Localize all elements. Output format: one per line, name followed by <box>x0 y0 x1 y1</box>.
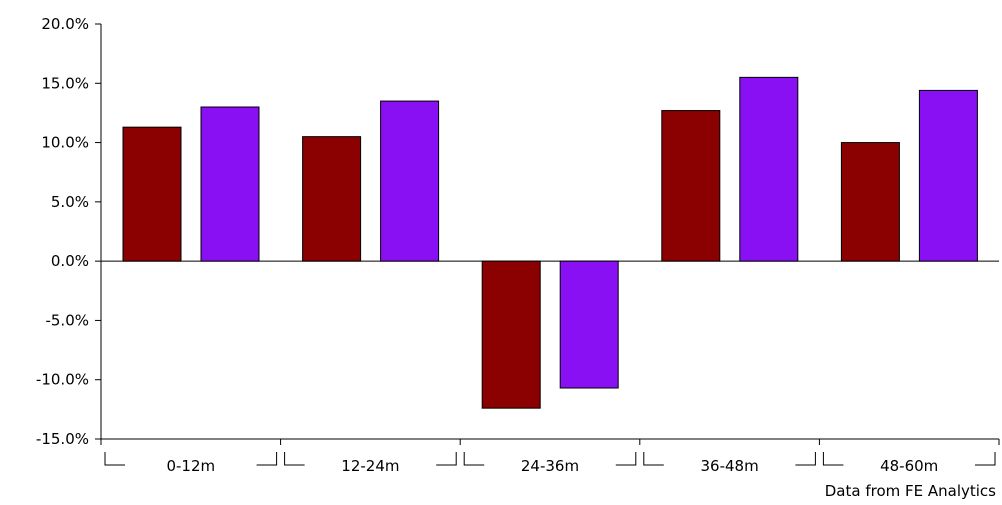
category-bracket-right <box>615 452 637 466</box>
category-bracket-left <box>284 452 305 466</box>
y-tick-label: 5.0% <box>51 193 89 211</box>
x-category-label: 12-24m <box>341 457 399 475</box>
bar <box>380 100 440 262</box>
category-bracket-left <box>643 452 664 466</box>
category-bracket-right <box>436 452 457 466</box>
x-category-label: 48-60m <box>880 457 938 475</box>
y-tick-label: -5.0% <box>45 311 89 329</box>
bar <box>200 106 260 262</box>
category-bracket-left <box>463 452 485 466</box>
y-tick-label: -15.0% <box>36 430 89 448</box>
bar <box>918 89 978 262</box>
category-bracket-left <box>104 452 125 466</box>
category-bracket-right <box>795 452 816 466</box>
bars <box>122 76 978 409</box>
source-note: Data from FE Analytics <box>824 482 996 500</box>
y-tick-label: 10.0% <box>41 134 89 152</box>
labels: 20.0% 15.0% 10.0% 5.0% 0.0% -5.0% -10.0% -15.0%… <box>36 15 938 475</box>
x-category-label: 24-36m <box>521 457 579 475</box>
bar <box>122 126 182 262</box>
y-tick-label: 20.0% <box>41 15 89 33</box>
x-category-label: 36-48m <box>700 457 758 475</box>
x-category-label: 0-12m <box>166 457 215 475</box>
bar <box>481 260 541 409</box>
bar <box>302 136 362 262</box>
y-tick-label: 0.0% <box>51 252 89 270</box>
bar <box>559 260 619 389</box>
category-bracket-left <box>822 452 844 466</box>
y-tick-label: -10.0% <box>36 371 89 389</box>
category-bracket-right <box>975 452 996 466</box>
bar <box>661 110 721 262</box>
y-tick-label: 15.0% <box>41 74 89 92</box>
bar <box>840 142 900 262</box>
category-bracket-right <box>256 452 278 466</box>
bar <box>739 76 799 262</box>
